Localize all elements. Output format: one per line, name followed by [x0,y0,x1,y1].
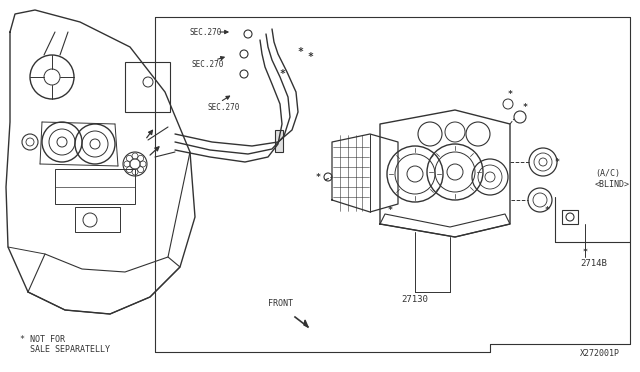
Bar [562,210,578,224]
Text: 27130: 27130 [401,295,428,305]
Text: (A/C)
<BLIND>: (A/C) <BLIND> [595,169,630,189]
Text: SEC.270: SEC.270 [192,60,225,68]
Text: *: * [508,90,513,99]
Text: SEC.270: SEC.270 [208,103,241,112]
Text: *: * [545,205,550,215]
Bar [55,169,135,204]
Text: *: * [316,173,321,182]
Text: *: * [522,103,527,112]
Text: X272001P: X272001P [580,350,620,359]
Text: *: * [307,52,313,62]
Text: *: * [554,157,559,167]
Text: 2714B: 2714B [580,260,607,269]
Text: * NOT FOR: * NOT FOR [20,336,65,344]
Text: FRONT: FRONT [268,299,293,308]
Text: *: * [582,247,588,257]
Bar [275,130,283,152]
Bar [75,207,120,232]
Text: *: * [387,205,392,215]
Text: SEC.270: SEC.270 [190,28,222,36]
Text: SALE SEPARATELLY: SALE SEPARATELLY [20,346,110,355]
Bar [125,62,170,112]
Text: *: * [297,47,303,57]
Text: *: * [279,69,285,79]
Polygon shape [304,320,308,327]
